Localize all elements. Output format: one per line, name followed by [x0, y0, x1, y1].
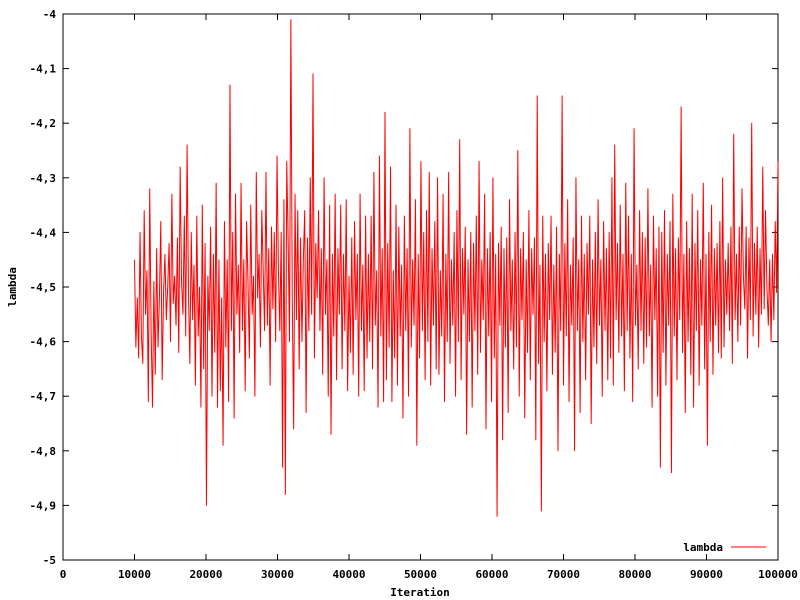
y-tick-label-9: -4,1: [30, 63, 57, 76]
axis-tick-labels: 0 10000 20000 30000 40000 50000 60000 70000 8000…: [30, 8, 798, 581]
y-tick-label-4: -4,6: [30, 336, 57, 349]
axis-ticks: [62, 13, 779, 561]
x-tick-label-3: 30000: [261, 568, 294, 581]
legend-label-lambda: lambda: [683, 541, 723, 554]
x-tick-label-5: 50000: [404, 568, 437, 581]
x-tick-label-10: 100000: [758, 568, 798, 581]
x-axis-label: Iteration: [390, 586, 450, 599]
y-tick-label-7: -4,3: [30, 172, 57, 185]
series-line-lambda: [134, 18, 779, 517]
x-tick-label-6: 60000: [475, 568, 508, 581]
series-group: [134, 18, 779, 517]
y-tick-label-0: -5: [43, 554, 56, 567]
y-tick-label-3: -4,7: [30, 390, 57, 403]
y-tick-label-8: -4,2: [30, 117, 57, 130]
x-tick-label-8: 80000: [618, 568, 651, 581]
legend: lambda: [683, 541, 766, 554]
x-tick-label-9: 90000: [690, 568, 723, 581]
x-tick-label-4: 40000: [332, 568, 365, 581]
y-tick-label-2: -4,8: [30, 445, 57, 458]
x-tick-label-0: 0: [60, 568, 67, 581]
y-tick-label-10: -4: [43, 8, 57, 21]
y-tick-label-1: -4,9: [30, 499, 57, 512]
y-tick-label-5: -4,5: [30, 281, 57, 294]
x-tick-label-2: 20000: [189, 568, 222, 581]
x-tick-label-1: 10000: [118, 568, 151, 581]
y-tick-label-6: -4,4: [30, 226, 57, 239]
x-tick-label-7: 70000: [547, 568, 580, 581]
y-axis-label: lambda: [6, 267, 19, 307]
